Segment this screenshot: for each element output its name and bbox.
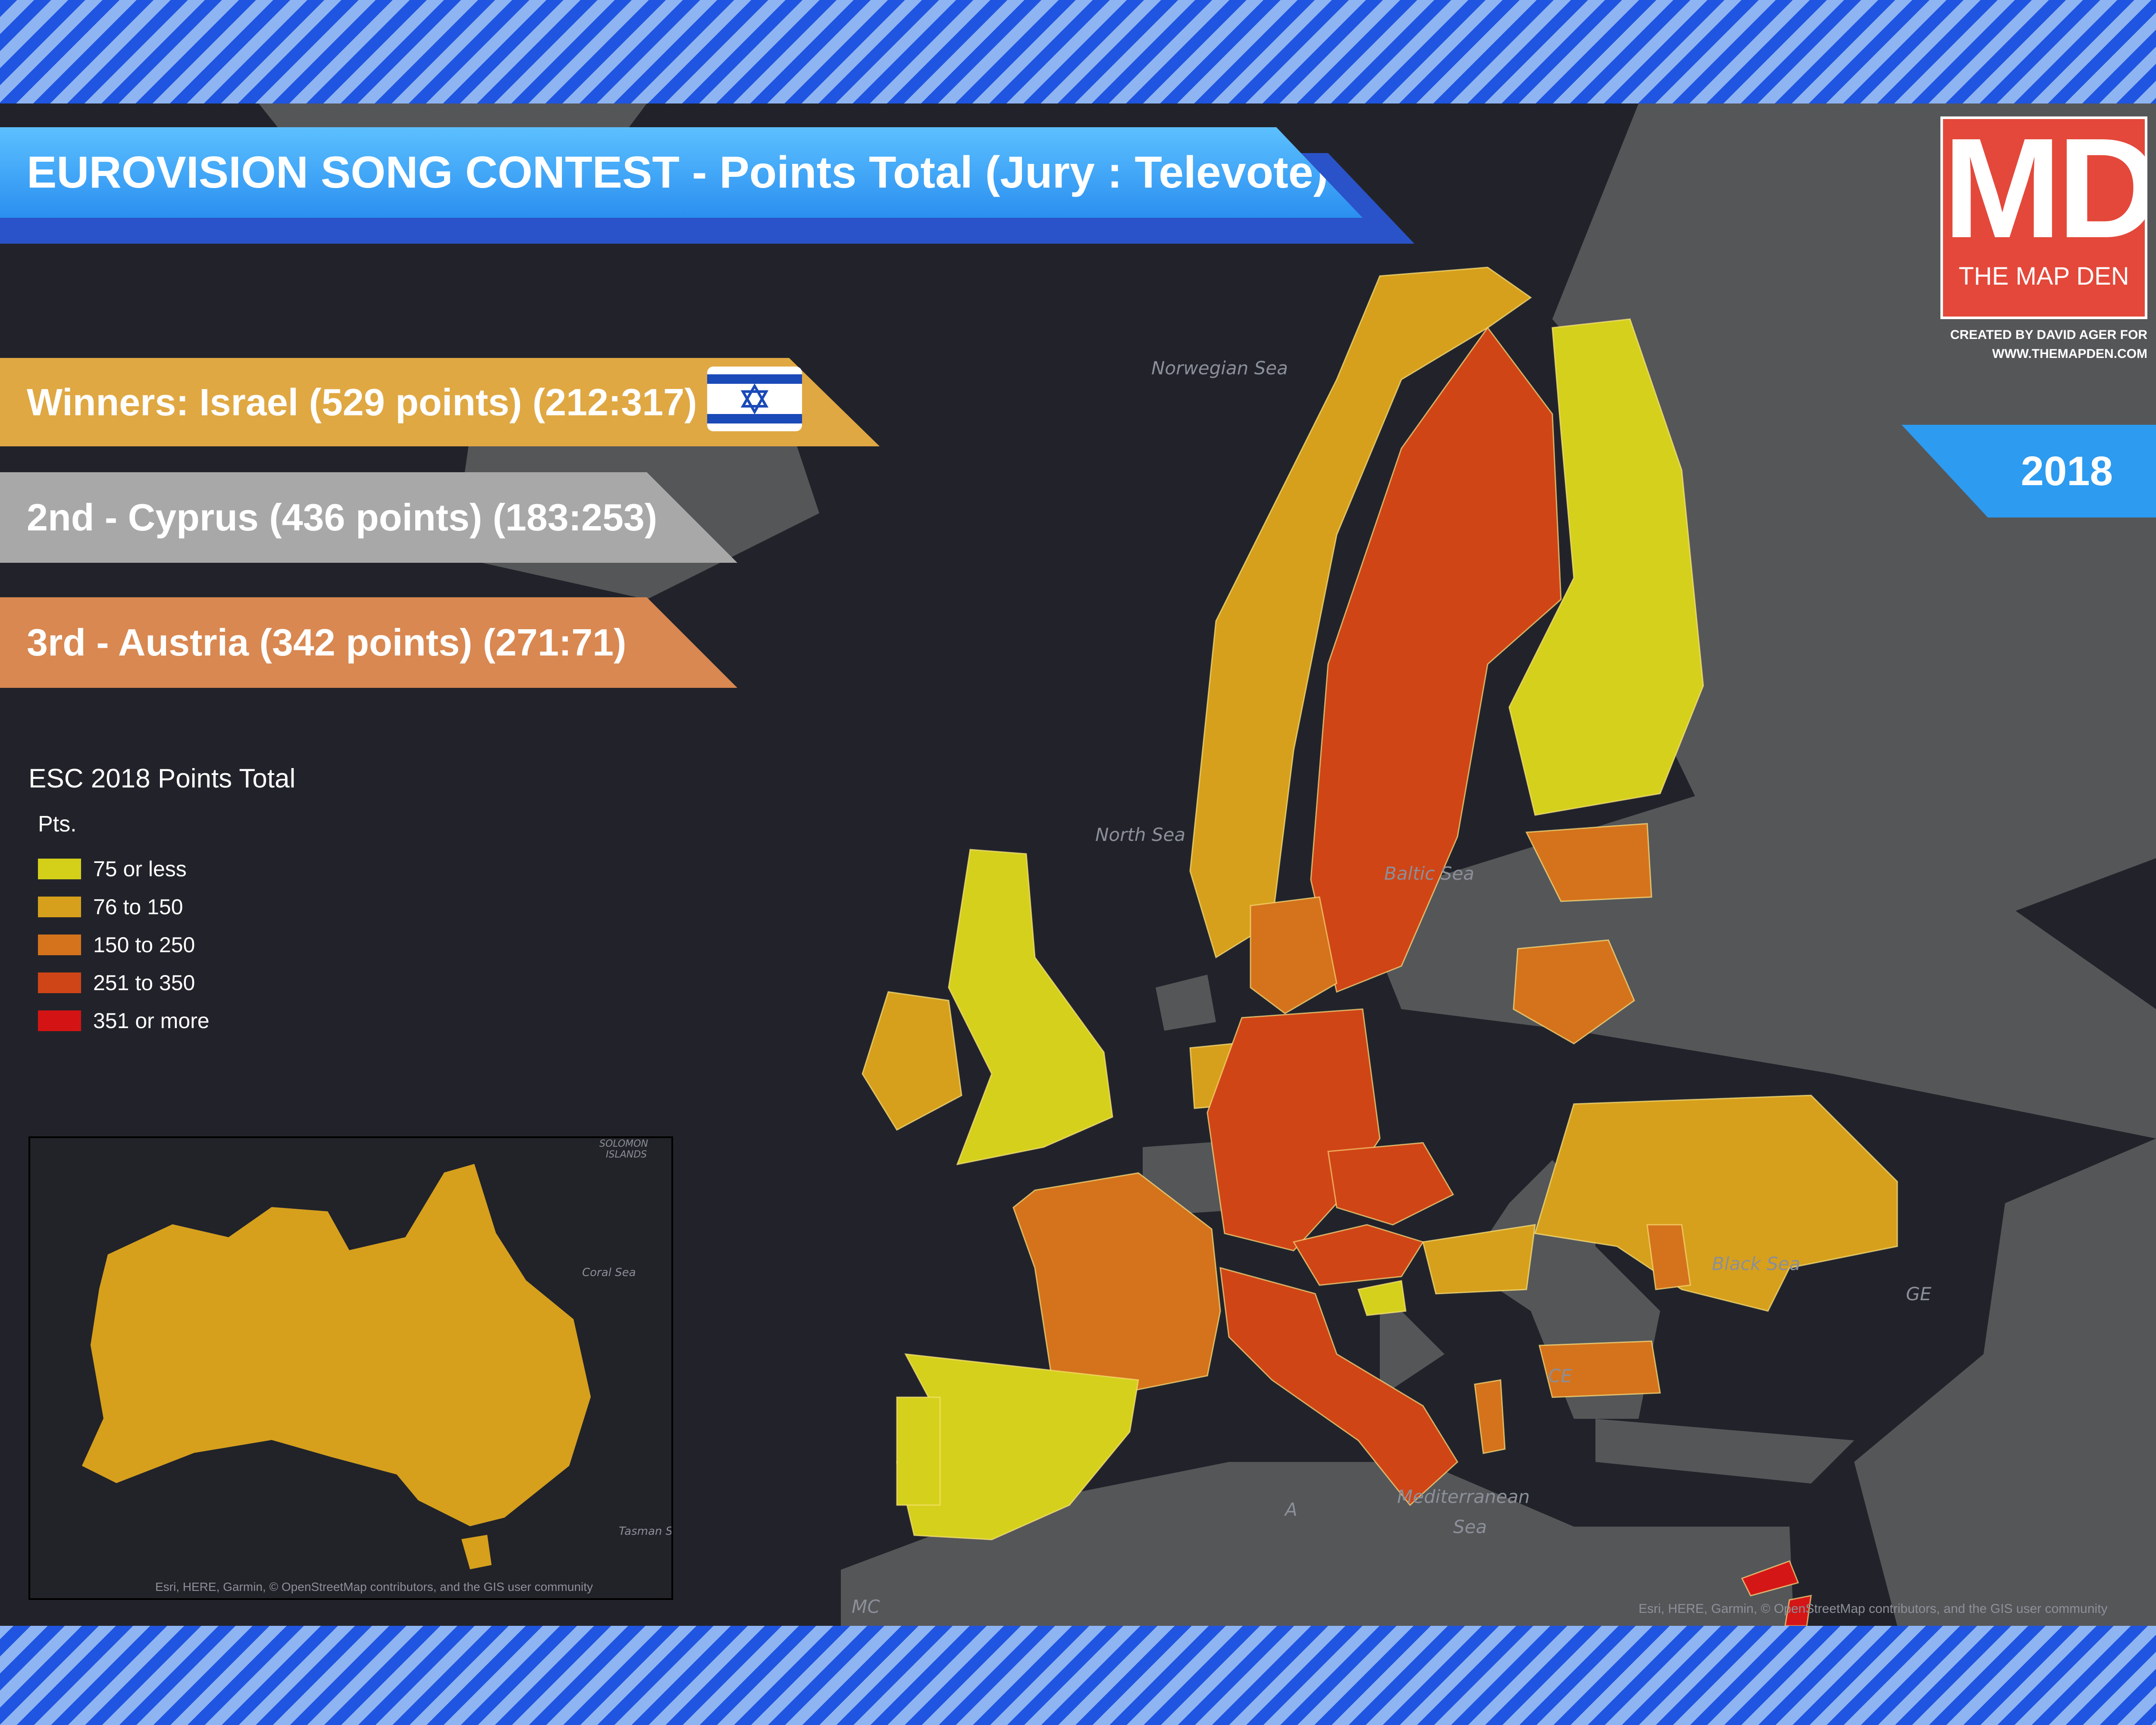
legend: ESC 2018 Points Total Pts. 75 or less 76… — [28, 763, 295, 1040]
legend-swatch — [38, 859, 81, 879]
coral-sea-label: Coral Sea — [582, 1266, 636, 1279]
country-hungary[interactable] — [1422, 1224, 1536, 1295]
country-finland[interactable] — [1508, 318, 1704, 816]
mc-fragment-label: MC — [852, 1596, 880, 1617]
third-place-banner: 3rd - Austria (342 points) (271:71) — [0, 597, 737, 688]
country-italy[interactable] — [1219, 1267, 1458, 1506]
baltic-sea-label: Baltic Sea — [1384, 863, 1474, 884]
tasman-sea-label: Tasman S — [619, 1525, 671, 1538]
legend-label: 150 to 250 — [93, 933, 195, 957]
country-ukraine[interactable] — [1534, 1095, 1898, 1312]
country-estonia[interactable] — [1525, 823, 1652, 902]
logo-mark: MD — [1943, 116, 2147, 267]
map-attribution: Esri, HERE, Garmin, © OpenStreetMap cont… — [1639, 1602, 2108, 1616]
country-denmark[interactable] — [1250, 896, 1338, 1014]
norwegian-sea-label: Norwegian Sea — [1151, 358, 1288, 379]
map-title: EUROVISION SONG CONTEST - Points Total (… — [27, 147, 1329, 198]
ge-fragment-label: GE — [1906, 1283, 1932, 1305]
country-norway[interactable] — [1189, 267, 1532, 959]
australia-inset-map[interactable]: Coral Sea Tasman S SOLOMON ISLANDS Esri,… — [28, 1136, 673, 1600]
logo-name: THE MAP DEN — [1959, 262, 2129, 290]
legend-title: ESC 2018 Points Total — [28, 764, 296, 794]
legend-row: 75 or less — [38, 850, 295, 888]
credit-line-2: WWW.THEMAPDEN.COM — [1992, 347, 2147, 361]
ce-fragment-label: CE — [1548, 1365, 1572, 1386]
inset-attribution: Esri, HERE, Garmin, © OpenStreetMap cont… — [155, 1580, 593, 1593]
legend-swatch — [38, 1010, 81, 1031]
country-united-kingdom[interactable] — [948, 849, 1113, 1166]
country-albania[interactable] — [1474, 1379, 1506, 1454]
black-sea-label: Black Sea — [1712, 1253, 1800, 1274]
legend-label: 251 to 350 — [93, 971, 195, 995]
legend-swatch — [38, 897, 81, 917]
legend-label: 76 to 150 — [93, 895, 183, 919]
legend-label: 75 or less — [93, 857, 187, 881]
legend-swatch — [38, 972, 81, 993]
map-den-logo[interactable]: MD THE MAP DEN — [1940, 116, 2147, 319]
legend-label: 351 or more — [93, 1009, 210, 1033]
second-place-text: 2nd - Cyprus (436 points) (183:253) — [27, 496, 658, 539]
country-israel[interactable] — [1784, 1595, 1812, 1626]
country-slovenia[interactable] — [1357, 1280, 1407, 1316]
legend-row: 76 to 150 — [38, 888, 295, 926]
solomon-islands-label: SOLOMON — [599, 1138, 648, 1149]
country-australia[interactable] — [82, 1164, 591, 1526]
legend-units: Pts. — [38, 812, 77, 837]
country-france[interactable] — [1012, 1172, 1221, 1394]
country-portugal[interactable] — [896, 1396, 941, 1506]
country-sweden[interactable] — [1310, 326, 1562, 993]
third-place-text: 3rd - Austria (342 points) (271:71) — [27, 621, 627, 664]
year-label: 2018 — [2021, 448, 2113, 494]
country-czech-republic[interactable] — [1327, 1142, 1454, 1226]
mediterranean-sea-label-2: Sea — [1453, 1516, 1487, 1537]
country-germany[interactable] — [1206, 1008, 1381, 1251]
mediterranean-sea-label: Mediterranean — [1397, 1486, 1530, 1507]
solomon-islands-label-2: ISLANDS — [606, 1149, 647, 1160]
legend-row: 251 to 350 — [38, 964, 295, 1002]
winner-text: Winners: Israel (529 points) (212:317) — [27, 381, 697, 423]
legend-row: 150 to 250 — [38, 926, 295, 964]
tasmania — [461, 1535, 492, 1569]
country-moldova[interactable] — [1646, 1224, 1691, 1290]
title-banner: EUROVISION SONG CONTEST - Points Total (… — [0, 127, 1363, 218]
legend-row: 351 or more — [38, 1002, 295, 1040]
legend-swatch — [38, 935, 81, 955]
country-ireland[interactable] — [862, 991, 962, 1131]
country-bulgaria[interactable] — [1539, 1340, 1661, 1398]
north-sea-label: North Sea — [1095, 824, 1185, 845]
credit-text: CREATED BY DAVID AGER FOR WWW.THEMAPDEN.… — [1927, 326, 2147, 364]
israel-flag-icon — [707, 367, 802, 431]
country-cyprus[interactable] — [1741, 1560, 1799, 1596]
credit-line-1: CREATED BY DAVID AGER FOR — [1950, 328, 2147, 342]
a-fragment-label: A — [1284, 1499, 1297, 1520]
country-lithuania[interactable] — [1513, 939, 1635, 1044]
second-place-banner: 2nd - Cyprus (436 points) (183:253) — [0, 472, 737, 563]
country-austria[interactable] — [1292, 1224, 1424, 1286]
